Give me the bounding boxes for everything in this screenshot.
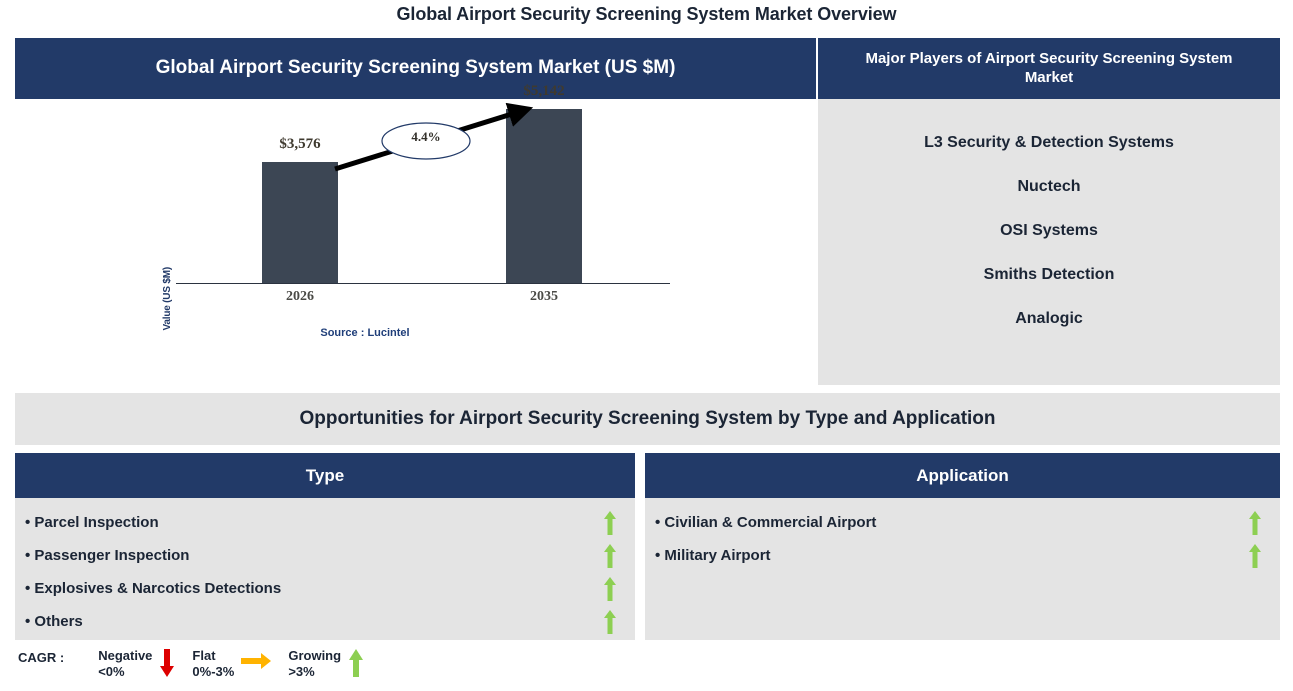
arrow-up-icon (603, 609, 617, 634)
major-players-list: L3 Security & Detection Systems Nuctech … (818, 99, 1280, 385)
list-item: L3 Security & Detection Systems (924, 134, 1174, 151)
arrow-up-icon (1248, 510, 1262, 535)
bar-2035 (506, 109, 582, 283)
list-item: Analogic (1015, 310, 1083, 327)
cagr-callout-value: 4.4% (411, 129, 441, 144)
list-item: • Others (15, 605, 635, 638)
arrow-up-icon (348, 649, 364, 677)
list-item-label: • Military Airport (655, 547, 771, 564)
market-bar-chart: Value (US $M) $3,576 $5,142 2026 2035 4.… (15, 83, 816, 385)
type-column-header: Type (15, 453, 635, 498)
chart-x-axis-line (176, 283, 670, 284)
list-item-label: • Explosives & Narcotics Detections (25, 580, 282, 597)
list-item: • Civilian & Commercial Airport (645, 506, 1280, 539)
tick-label-2026: 2026 (286, 289, 314, 304)
type-column-list: • Parcel Inspection • Passenger Inspecti… (15, 498, 635, 640)
bar-value-2026: $3,576 (279, 136, 321, 152)
arrow-up-icon (603, 543, 617, 568)
legend-entry-flat: Flat 0%-3% (192, 648, 278, 681)
legend-label: Flat (192, 648, 216, 663)
arrow-up-icon (603, 576, 617, 601)
arrow-down-icon (159, 649, 175, 677)
list-item: • Parcel Inspection (15, 506, 635, 539)
list-item-label: • Parcel Inspection (25, 514, 159, 531)
cagr-legend: CAGR : Negative <0% Flat 0%-3% Growing >… (18, 648, 381, 681)
legend-entry-negative: Negative <0% (98, 648, 182, 681)
legend-label: Negative (98, 648, 153, 663)
bar-2026 (262, 162, 338, 283)
cagr-legend-title: CAGR : (18, 650, 65, 665)
list-item-label: • Others (25, 613, 83, 630)
arrow-right-icon (241, 649, 272, 670)
legend-label: Growing (288, 648, 342, 663)
page-title: Global Airport Security Screening System… (396, 4, 897, 24)
list-item: Smiths Detection (983, 266, 1115, 283)
list-item: OSI Systems (1000, 222, 1098, 239)
legend-range: <0% (98, 664, 125, 680)
legend-range: 0%-3% (192, 664, 235, 680)
legend-entry-growing: Growing >3% (288, 648, 371, 681)
legend-range: >3% (288, 664, 315, 680)
market-panel-header: Global Airport Security Screening System… (15, 38, 816, 99)
application-column-list: • Civilian & Commercial Airport • Milita… (645, 498, 1280, 640)
list-item: • Explosives & Narcotics Detections (15, 572, 635, 605)
major-players-header: Major Players of Airport Security Screen… (818, 38, 1280, 99)
application-column: Application • Civilian & Commercial Airp… (645, 453, 1280, 640)
opportunities-banner: Opportunities for Airport Security Scree… (15, 393, 1280, 445)
type-column: Type • Parcel Inspection • Passenger Ins… (15, 453, 635, 640)
list-item-label: • Passenger Inspection (25, 547, 190, 564)
list-item: • Military Airport (645, 539, 1280, 572)
list-item-label: • Civilian & Commercial Airport (655, 514, 877, 531)
arrow-up-icon (1248, 543, 1262, 568)
tick-label-2035: 2035 (530, 289, 558, 304)
chart-y-axis-label: Value (US $M) (162, 267, 173, 331)
list-item: Nuctech (1017, 178, 1081, 195)
list-item: • Passenger Inspection (15, 539, 635, 572)
major-players-panel: Major Players of Airport Security Screen… (818, 38, 1280, 385)
application-column-header: Application (645, 453, 1280, 498)
bar-value-2035: $5,142 (523, 83, 565, 99)
chart-source-label: Source : Lucintel (320, 327, 410, 339)
arrow-up-icon (603, 510, 617, 535)
market-chart-panel: Global Airport Security Screening System… (15, 38, 816, 385)
